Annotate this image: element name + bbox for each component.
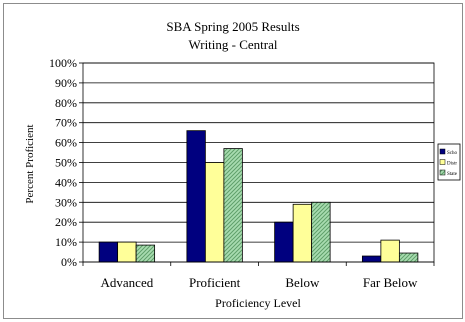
x-tick-label: Below <box>285 275 320 290</box>
y-tick-label: 20% <box>55 215 77 229</box>
legend-label: Scho <box>447 151 458 156</box>
y-tick-label: 60% <box>55 136 77 150</box>
bar <box>398 252 419 263</box>
y-tick-label: 0% <box>61 255 77 269</box>
bar <box>117 241 137 263</box>
y-tick-label: 40% <box>55 175 77 189</box>
x-tick-label: Proficient <box>189 275 241 290</box>
legend-swatch <box>439 169 446 176</box>
bar <box>204 162 225 263</box>
y-tick-label: 80% <box>55 96 77 110</box>
bar <box>380 239 400 263</box>
plot-border <box>82 62 435 263</box>
y-tick-label: 30% <box>55 195 77 209</box>
legend-swatch <box>439 159 446 165</box>
plot-area: 0% 10% 20% 30% 40% 50% 60% 70% 80% 90% 100% Advance… <box>49 56 435 290</box>
x-axis-label: Proficiency Level <box>215 296 301 310</box>
x-tick-label: Far Below <box>363 275 418 290</box>
bar <box>186 130 206 263</box>
legend-swatch <box>439 148 446 155</box>
y-tick-label: 100% <box>49 56 77 70</box>
bar <box>98 241 119 263</box>
y-tick-label: 70% <box>55 116 77 130</box>
y-tick-label: 50% <box>55 156 77 170</box>
chart-title: SBA Spring 2005 Results <box>166 19 299 34</box>
y-axis-label: Percent Proficient <box>24 124 36 203</box>
legend-label: State <box>447 172 458 177</box>
bar <box>223 148 243 263</box>
bar <box>361 255 382 263</box>
legend: Scho Distr State <box>437 143 461 181</box>
y-tick-label: 90% <box>55 76 77 90</box>
legend-label: Distr <box>447 162 457 167</box>
bar <box>311 201 331 263</box>
y-tick-label: 10% <box>55 235 77 249</box>
bar-chart: SBA Spring 2005 Results Writing - Centra… <box>24 19 461 310</box>
chart-subtitle: Writing - Central <box>188 37 277 52</box>
chart-frame: SBA Spring 2005 Results Writing - Centra… <box>3 3 463 319</box>
x-tick-label: Advanced <box>101 275 154 290</box>
bar <box>135 244 156 263</box>
bar <box>274 221 294 263</box>
bar <box>292 203 313 263</box>
